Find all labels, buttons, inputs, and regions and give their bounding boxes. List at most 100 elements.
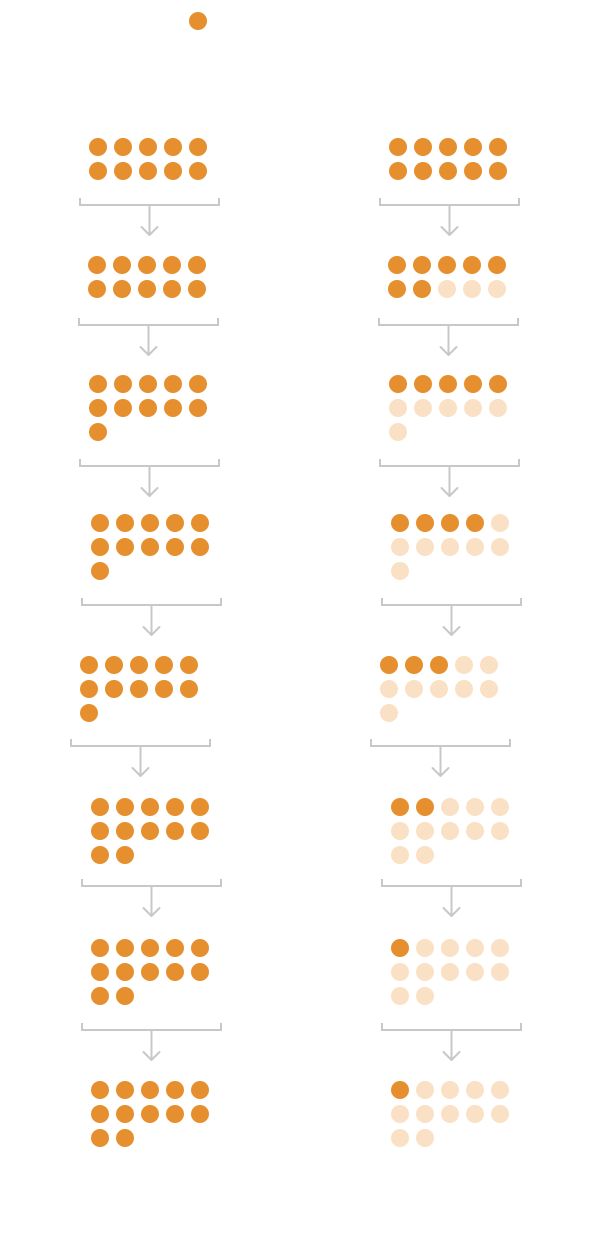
dot-filled [164, 399, 182, 417]
bracket-line [70, 739, 211, 747]
dot-faded [405, 680, 423, 698]
bracket-line [81, 598, 222, 606]
dot-filled [389, 162, 407, 180]
dot-filled [89, 375, 107, 393]
bracket-line [78, 318, 219, 326]
dot-filled [139, 138, 157, 156]
dot-filled [188, 256, 206, 274]
dot-faded [441, 939, 459, 957]
dot-filled [189, 375, 207, 393]
dot-filled [164, 162, 182, 180]
dot-faded [380, 704, 398, 722]
stage-5 [80, 656, 198, 722]
bracket-line [379, 459, 520, 467]
connector-arrow [370, 739, 511, 777]
dot-filled [439, 375, 457, 393]
dot-filled [413, 256, 431, 274]
connector-arrow [378, 318, 519, 356]
arrow-head-icon [440, 487, 459, 497]
dot-filled [116, 939, 134, 957]
dot-filled [166, 514, 184, 532]
dot-faded [391, 562, 409, 580]
dot-faded [416, 1081, 434, 1099]
dot-filled [191, 963, 209, 981]
dot-faded [463, 280, 481, 298]
dot-faded [491, 514, 509, 532]
dot-filled [116, 1105, 134, 1123]
dot-faded [416, 963, 434, 981]
bracket-line [79, 198, 220, 206]
bracket-line [81, 1023, 222, 1031]
dot-filled [130, 680, 148, 698]
dot-filled [391, 798, 409, 816]
stage-6 [91, 798, 209, 864]
dot-faded [455, 656, 473, 674]
connector-arrow [381, 598, 522, 636]
dot-filled [114, 162, 132, 180]
connector-arrow [81, 1023, 222, 1061]
dot-filled [191, 1105, 209, 1123]
dot-filled [141, 798, 159, 816]
arrow-head-icon [131, 767, 150, 777]
column-right [370, 138, 522, 1147]
dot-filled [388, 256, 406, 274]
connector-arrow [379, 198, 520, 236]
dot-filled [89, 423, 107, 441]
stage-7 [91, 939, 209, 1005]
dot-filled [89, 162, 107, 180]
dot-filled [414, 138, 432, 156]
dot-filled [116, 846, 134, 864]
dot-filled [166, 538, 184, 556]
dot-filled [191, 939, 209, 957]
dot-filled [391, 514, 409, 532]
dot-faded [389, 399, 407, 417]
dot-faded [416, 846, 434, 864]
dot-filled [91, 538, 109, 556]
dot-filled [466, 514, 484, 532]
dot-filled [191, 1081, 209, 1099]
connector-arrow [381, 879, 522, 917]
dot-faded [491, 1105, 509, 1123]
arrow-head-icon [142, 907, 161, 917]
dot-filled [463, 256, 481, 274]
dot-faded [416, 1129, 434, 1147]
dot-filled [464, 138, 482, 156]
dot-filled [116, 798, 134, 816]
dot-filled [189, 399, 207, 417]
stage-5 [380, 656, 498, 722]
dot-filled [141, 822, 159, 840]
dot-filled [91, 798, 109, 816]
dot-faded [466, 939, 484, 957]
dot-filled [438, 256, 456, 274]
bracket-line [381, 879, 522, 887]
connector-arrow [79, 198, 220, 236]
dot-filled [91, 1081, 109, 1099]
dot-faded [489, 399, 507, 417]
dot-filled [139, 375, 157, 393]
dot-filled [80, 704, 98, 722]
dot-faded [391, 987, 409, 1005]
dot-filled [164, 138, 182, 156]
dot-faded [491, 798, 509, 816]
dot-filled [116, 514, 134, 532]
dot-filled [489, 375, 507, 393]
dot-filled [139, 399, 157, 417]
dot-filled [166, 822, 184, 840]
dot-filled [116, 538, 134, 556]
dot-faded [430, 680, 448, 698]
dot-filled [155, 656, 173, 674]
dot-faded [416, 1105, 434, 1123]
dot-filled [416, 514, 434, 532]
arrow-head-icon [142, 626, 161, 636]
dot-filled [113, 280, 131, 298]
dot-faded [391, 822, 409, 840]
dot-faded [380, 680, 398, 698]
dot-filled [166, 1081, 184, 1099]
stage-7 [391, 939, 509, 1005]
dot-faded [391, 1129, 409, 1147]
dot-filled [488, 256, 506, 274]
dot-filled [189, 162, 207, 180]
arrow-head-icon [142, 1051, 161, 1061]
stage-8 [391, 1081, 509, 1147]
dot-filled [91, 562, 109, 580]
